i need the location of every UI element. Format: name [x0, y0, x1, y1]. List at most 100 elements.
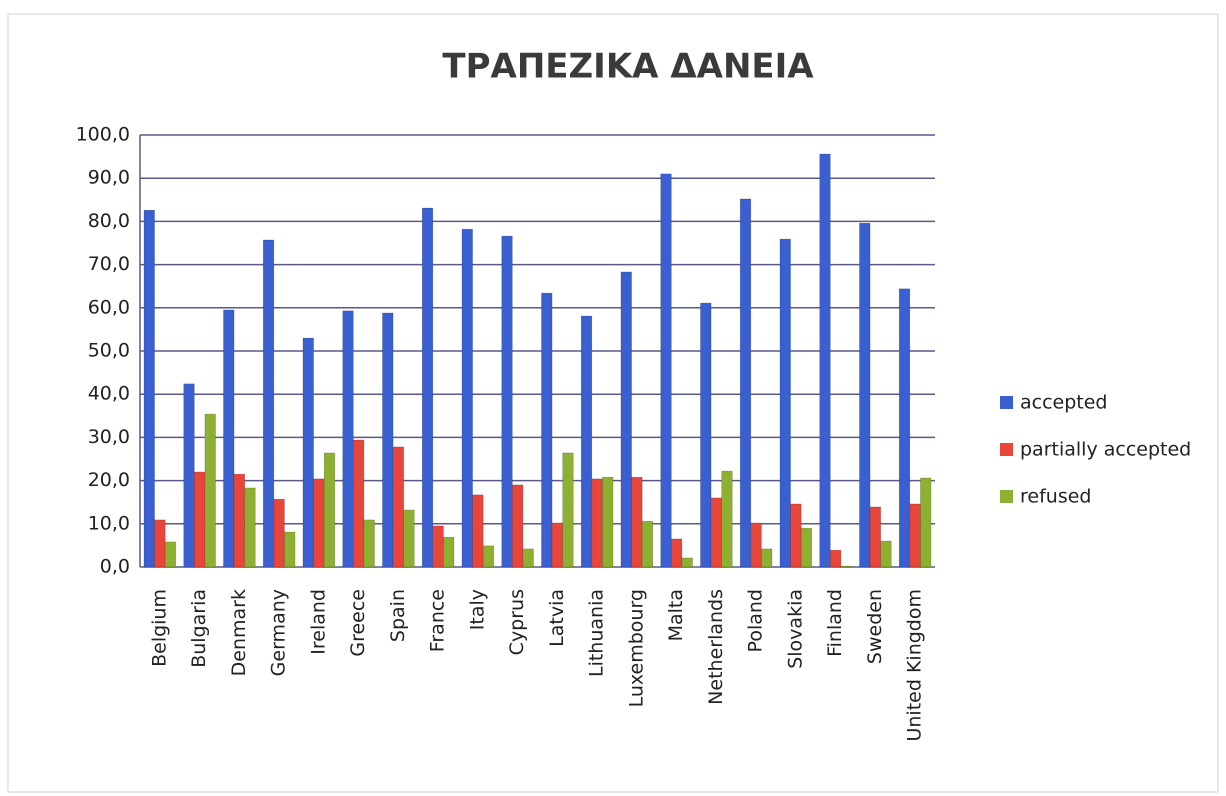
- bar: [580, 315, 593, 568]
- chart-title: ΤΡΑΠΕΖΙΚΑ ΔΑΝΕΙΑ: [442, 47, 814, 87]
- legend-swatch: [1000, 490, 1013, 503]
- bar: [183, 383, 195, 568]
- x-tick-label: Luxembourg: [625, 589, 647, 707]
- x-tick-label: Spain: [387, 589, 409, 642]
- x-tick-label: Belgium: [148, 589, 170, 667]
- y-tick-label: 90,0: [88, 167, 130, 189]
- y-tick-label: 80,0: [88, 210, 130, 232]
- legend-label: accepted: [1020, 392, 1108, 414]
- y-tick-label: 30,0: [88, 426, 130, 448]
- y-tick-label: 0,0: [100, 556, 130, 578]
- bar: [790, 503, 802, 568]
- bar: [800, 527, 813, 568]
- bar: [382, 312, 394, 568]
- y-tick-label: 50,0: [88, 340, 130, 362]
- bar: [363, 519, 375, 568]
- x-tick-label: Greece: [347, 589, 369, 657]
- chart-frame: [7, 13, 1219, 793]
- bar: [761, 548, 773, 568]
- bar: [204, 413, 216, 568]
- legend-label: refused: [1020, 486, 1091, 508]
- bar: [710, 497, 722, 568]
- bar: [143, 209, 155, 568]
- bar: [244, 487, 256, 568]
- bar: [353, 439, 365, 568]
- y-tick-label: 40,0: [88, 383, 130, 405]
- bar: [392, 446, 404, 568]
- bar: [551, 522, 563, 568]
- bar: [641, 520, 654, 568]
- x-tick-label: Ireland: [307, 589, 329, 655]
- bar: [482, 545, 495, 568]
- bar: [591, 478, 603, 568]
- y-tick-label: 70,0: [88, 253, 130, 275]
- x-tick-label: Germany: [268, 589, 290, 676]
- x-tick-label: United Kingdom: [904, 589, 926, 742]
- bar: [840, 565, 852, 568]
- x-tick-label: France: [427, 589, 449, 652]
- bar: [681, 557, 693, 568]
- x-tick-label: Sweden: [864, 589, 886, 664]
- bar: [920, 477, 932, 568]
- y-tick-label: 10,0: [88, 512, 130, 534]
- bar: [472, 494, 484, 568]
- bar: [541, 292, 553, 568]
- bar: [302, 337, 314, 568]
- bar: [421, 207, 434, 568]
- x-tick-label: Lithuania: [586, 589, 608, 677]
- legend-swatch: [1000, 396, 1013, 409]
- bar: [859, 222, 871, 568]
- bar: [562, 452, 574, 568]
- bar: [443, 536, 455, 568]
- x-tick-label: Poland: [745, 589, 767, 652]
- x-tick-label: Italy: [466, 589, 488, 630]
- bar: [273, 498, 285, 568]
- bar: [898, 288, 911, 568]
- bar: [830, 549, 842, 568]
- bar: [819, 153, 831, 568]
- bar: [779, 238, 791, 568]
- bar: [223, 309, 235, 568]
- bar: [461, 228, 473, 568]
- bar: [631, 476, 643, 568]
- bar: [262, 239, 275, 568]
- y-tick-label: 20,0: [88, 469, 130, 491]
- bar: [700, 302, 712, 568]
- x-tick-label: Denmark: [228, 589, 250, 676]
- bar: [342, 310, 354, 568]
- x-tick-label: Malta: [665, 589, 687, 641]
- bar: [880, 540, 892, 568]
- bar: [869, 506, 881, 568]
- bar: [512, 484, 524, 568]
- x-tick-label: Cyprus: [506, 589, 528, 655]
- bar: [602, 476, 614, 568]
- bar: [522, 548, 534, 568]
- y-tick-label: 100,0: [76, 124, 130, 146]
- legend-swatch: [1000, 443, 1013, 456]
- bar: [909, 503, 921, 568]
- bar: [323, 452, 336, 568]
- bar: [313, 478, 325, 568]
- bar: [154, 519, 166, 568]
- bar: [660, 173, 672, 568]
- bar: [721, 470, 733, 568]
- y-tick-label: 60,0: [88, 296, 130, 318]
- bar: [284, 531, 296, 568]
- legend-label: partially accepted: [1020, 439, 1191, 461]
- bar: [750, 522, 762, 568]
- x-tick-label: Finland: [824, 589, 846, 657]
- x-tick-label: Netherlands: [705, 589, 727, 705]
- bar: [233, 473, 245, 568]
- bar: [194, 471, 206, 568]
- x-tick-label: Latvia: [546, 589, 568, 647]
- x-tick-label: Bulgaria: [188, 589, 210, 668]
- bar: [501, 235, 513, 568]
- bar: [432, 525, 444, 568]
- bar: [739, 198, 752, 568]
- bar: [403, 509, 415, 568]
- bar: [164, 541, 177, 568]
- bar: [620, 271, 632, 568]
- x-tick-label: Slovakia: [784, 589, 806, 669]
- bar: [671, 538, 683, 568]
